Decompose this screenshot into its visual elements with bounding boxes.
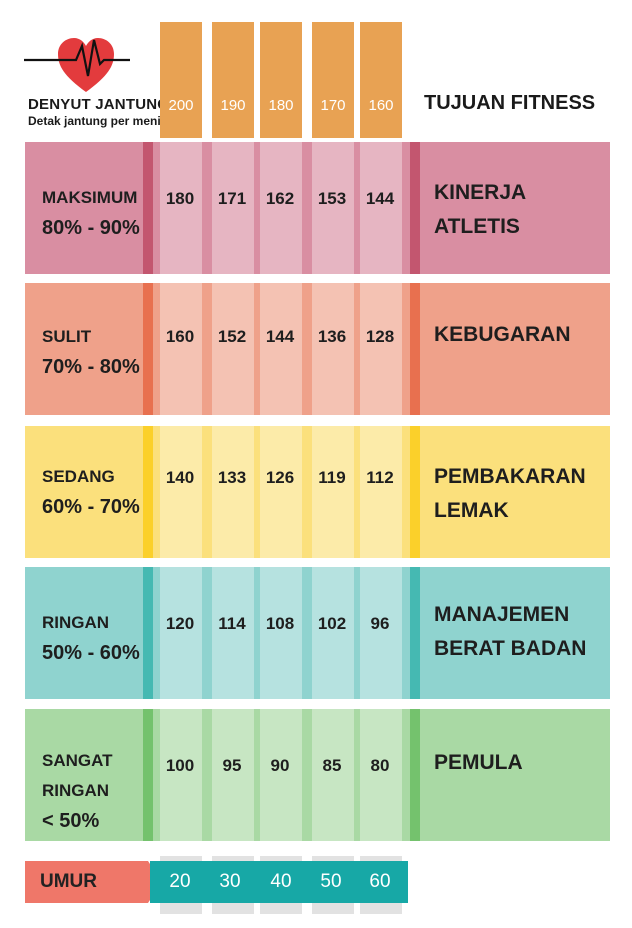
zone-stripe-left bbox=[143, 709, 153, 841]
zone-name: SULIT bbox=[42, 327, 92, 346]
zone-stripe-left bbox=[143, 142, 153, 274]
goal-line: KINERJA bbox=[434, 181, 527, 204]
age-value: 60 bbox=[369, 871, 391, 892]
zone-stripe-left bbox=[143, 283, 153, 415]
zone-band-maksimum bbox=[25, 142, 610, 274]
zone-stripe-right bbox=[410, 426, 420, 558]
goal-label-kinerja-atletis: KINERJA ATLETIS bbox=[434, 176, 526, 244]
goal-line: MANAJEMEN bbox=[434, 603, 570, 626]
hr-value: 136 bbox=[317, 327, 347, 346]
hr-value: 102 bbox=[317, 614, 347, 633]
zone-range: < 50% bbox=[42, 810, 100, 832]
hr-value: 153 bbox=[317, 189, 347, 208]
age-bar bbox=[150, 861, 408, 903]
max-hr-tab-60: 160 bbox=[360, 22, 402, 138]
hr-value: 162 bbox=[265, 189, 295, 208]
zone-stripe-right bbox=[410, 283, 420, 415]
hr-value: 119 bbox=[318, 468, 346, 487]
goal-line: LEMAK bbox=[434, 499, 509, 522]
max-hr-tab-50: 170 bbox=[312, 22, 354, 138]
max-hr-tab-40: 180 bbox=[260, 22, 302, 138]
goal-label-pemula: PEMULA bbox=[434, 746, 523, 780]
hr-value: 128 bbox=[365, 327, 395, 346]
hr-value: 112 bbox=[366, 468, 394, 487]
age-value: 50 bbox=[320, 871, 342, 892]
hr-value: 140 bbox=[165, 468, 195, 487]
zone-label-sedang: SEDANG 60% - 70% bbox=[42, 462, 140, 522]
goal-line: KEBUGARAN bbox=[434, 323, 571, 346]
hr-value: 152 bbox=[217, 327, 247, 346]
chart-subtitle: Detak jantung per menit bbox=[28, 114, 165, 128]
zone-name-2: RINGAN bbox=[42, 781, 110, 800]
hr-value: 114 bbox=[218, 614, 246, 633]
age-value: 40 bbox=[270, 871, 292, 892]
hr-value: 133 bbox=[217, 468, 247, 487]
age-column-50 bbox=[312, 138, 354, 854]
zone-range: 70% - 80% bbox=[42, 356, 140, 378]
zone-band-sangat-ringan bbox=[25, 709, 610, 841]
chart-title: DENYUT JANTUNG bbox=[28, 96, 170, 113]
zone-label-maksimum: MAKSIMUM 80% - 90% bbox=[42, 183, 140, 243]
zone-band-sedang bbox=[25, 426, 610, 558]
max-hr-tab-20: 200 bbox=[160, 22, 202, 138]
zone-stripe-right bbox=[410, 709, 420, 841]
hr-value: 120 bbox=[165, 614, 195, 633]
goal-label-kebugaran: KEBUGARAN bbox=[434, 318, 571, 352]
zone-name: MAKSIMUM bbox=[42, 188, 138, 207]
hr-value: 180 bbox=[165, 189, 195, 208]
goal-label-pembakaran-lemak: PEMBAKARAN LEMAK bbox=[434, 460, 586, 528]
goal-line: PEMULA bbox=[434, 751, 523, 774]
hr-value: 126 bbox=[265, 468, 295, 487]
hr-value: 108 bbox=[265, 614, 295, 633]
age-value: 30 bbox=[219, 871, 241, 892]
goal-line: ATLETIS bbox=[434, 215, 520, 238]
hr-value: 144 bbox=[265, 327, 295, 346]
goal-line: PEMBAKARAN bbox=[434, 465, 586, 488]
hr-value: 96 bbox=[370, 614, 390, 633]
zone-stripe-right bbox=[410, 142, 420, 274]
zone-stripe-left bbox=[143, 426, 153, 558]
hr-value: 171 bbox=[217, 189, 247, 208]
zone-range: 80% - 90% bbox=[42, 217, 140, 239]
zone-band-sulit bbox=[25, 283, 610, 415]
zone-stripe-left bbox=[143, 567, 153, 699]
hr-value: 144 bbox=[365, 189, 395, 208]
zone-range: 60% - 70% bbox=[42, 496, 140, 518]
max-hr-tab-30: 190 bbox=[212, 22, 254, 138]
zone-name: RINGAN bbox=[42, 613, 110, 632]
zone-label-ringan: RINGAN 50% - 60% bbox=[42, 608, 140, 668]
hr-value: 80 bbox=[370, 756, 390, 775]
zone-name: SANGAT bbox=[42, 751, 113, 770]
heart-pulse-icon bbox=[24, 38, 130, 92]
age-column-60 bbox=[360, 138, 402, 854]
age-column-30 bbox=[212, 138, 254, 854]
zone-band-ringan bbox=[25, 567, 610, 699]
zone-name: SEDANG bbox=[42, 467, 115, 486]
hr-value: 100 bbox=[165, 756, 195, 775]
zone-range: 50% - 60% bbox=[42, 642, 140, 664]
hr-value: 90 bbox=[270, 756, 290, 775]
hr-value: 95 bbox=[222, 756, 242, 775]
zone-label-sulit: SULIT 70% - 80% bbox=[42, 322, 140, 382]
goal-heading: TUJUAN FITNESS bbox=[424, 92, 596, 114]
hr-value: 85 bbox=[322, 756, 342, 775]
zone-stripe-right bbox=[410, 567, 420, 699]
goal-label-manajemen-berat-badan: MANAJEMEN BERAT BADAN bbox=[434, 598, 586, 666]
goal-line: BERAT BADAN bbox=[434, 637, 587, 660]
age-label: UMUR bbox=[40, 871, 97, 892]
age-column-40 bbox=[260, 138, 302, 854]
age-column-20 bbox=[160, 138, 202, 854]
hr-value: 160 bbox=[165, 327, 195, 346]
zone-label-sangat-ringan: SANGAT RINGAN < 50% bbox=[42, 746, 113, 836]
age-label-box bbox=[25, 861, 148, 903]
age-value: 20 bbox=[169, 871, 191, 892]
